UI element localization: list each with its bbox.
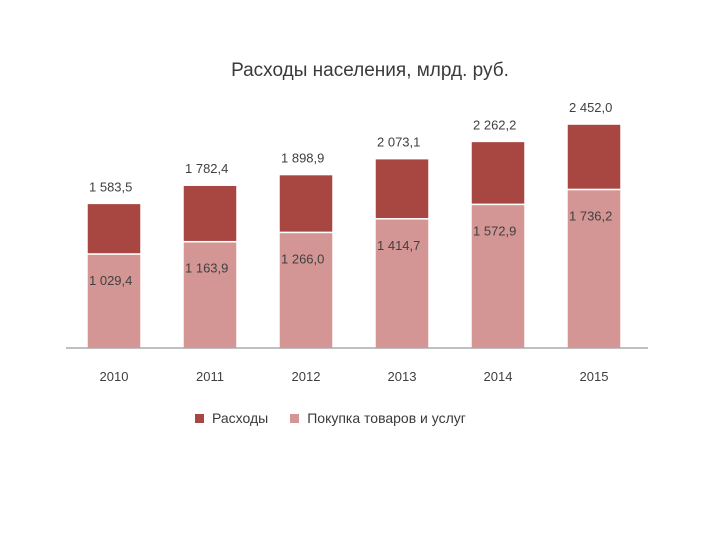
legend-label-purchases: Покупка товаров и услуг <box>307 410 466 426</box>
x-tick-2012: 2012 <box>292 369 321 384</box>
bar-expenses-2015 <box>566 123 622 191</box>
label-expenses-2010: 1 583,5 <box>89 179 132 194</box>
bar-purchases-2011 <box>182 240 238 349</box>
label-purchases-2015: 1 736,2 <box>569 208 612 223</box>
legend: Расходы Покупка товаров и услуг <box>195 410 488 426</box>
x-tick-2011: 2011 <box>196 369 224 384</box>
bar-expenses-2010 <box>86 202 142 255</box>
legend-item-expenses: Расходы <box>195 410 268 426</box>
bar-purchases-2013 <box>374 218 430 349</box>
label-purchases-2010: 1 029,4 <box>89 273 132 288</box>
bar-expenses-2011 <box>182 184 238 243</box>
x-tick-2015: 2015 <box>580 369 609 384</box>
label-purchases-2013: 1 414,7 <box>377 238 420 253</box>
legend-swatch-expenses <box>195 413 204 423</box>
label-purchases-2014: 1 572,9 <box>473 223 516 238</box>
label-expenses-2011: 1 782,4 <box>185 161 228 176</box>
chart-title: Расходы населения, млрд. руб. <box>231 60 509 81</box>
x-tick-2014: 2014 <box>484 369 513 384</box>
label-purchases-2012: 1 266,0 <box>281 251 324 266</box>
label-expenses-2015: 2 452,0 <box>569 100 612 115</box>
bar-expenses-2014 <box>470 140 526 206</box>
label-expenses-2012: 1 898,9 <box>281 151 324 166</box>
bar-expenses-2013 <box>374 157 430 220</box>
bar-purchases-2010 <box>86 253 142 349</box>
bar-purchases-2015 <box>566 188 622 349</box>
x-tick-2013: 2013 <box>388 369 417 384</box>
label-expenses-2014: 2 262,2 <box>473 117 516 132</box>
legend-label-expenses: Расходы <box>212 410 269 426</box>
label-expenses-2013: 2 073,1 <box>377 135 420 150</box>
legend-item-purchases: Покупка товаров и услуг <box>290 410 466 426</box>
bar-purchases-2012 <box>278 231 334 349</box>
legend-swatch-purchases <box>290 413 300 423</box>
bar-expenses-2012 <box>278 173 334 234</box>
label-purchases-2011: 1 163,9 <box>185 261 228 276</box>
x-tick-2010: 2010 <box>100 369 129 384</box>
